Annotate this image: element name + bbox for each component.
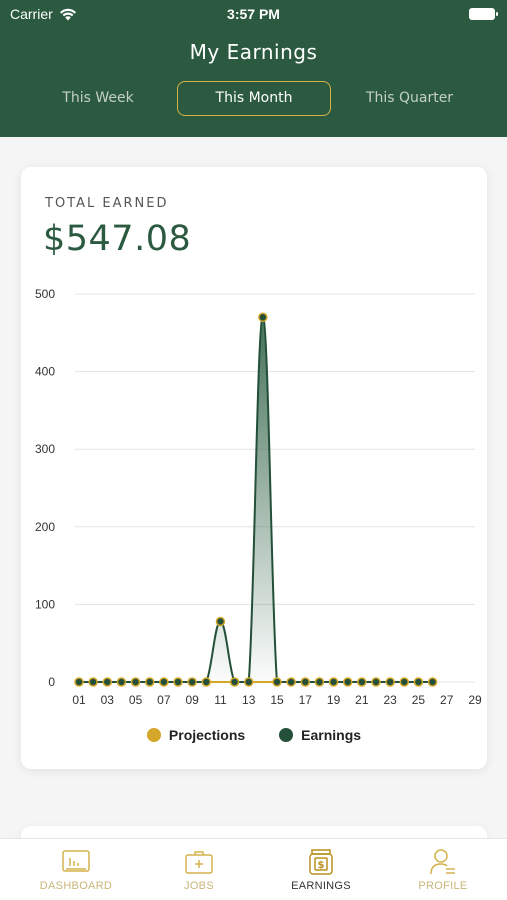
x-tick-label: 15 [270, 693, 284, 707]
tab-jobs[interactable]: JOBS [136, 839, 262, 900]
tab-profile[interactable]: PROFILE [380, 839, 506, 900]
bottom-tab-bar: DASHBOARD JOBS $ EARNINGS PROFILE [0, 838, 507, 900]
earnings-point[interactable] [286, 677, 296, 687]
earnings-point[interactable] [357, 677, 367, 687]
earnings-point[interactable] [159, 677, 169, 687]
battery-icon [469, 8, 498, 20]
dashboard-icon [62, 850, 90, 872]
tab-this-month[interactable]: This Month [177, 81, 331, 116]
total-earned-amount: $547.08 [43, 219, 192, 259]
earnings-chart: 0 100 200 300 400 500 01 03 05 07 09 11 13 15 17 19 21 2… [35, 287, 482, 707]
earnings-point[interactable] [413, 677, 424, 687]
earnings-point[interactable] [300, 677, 311, 687]
x-tick-label: 29 [468, 693, 482, 707]
legend-earnings[interactable]: Earnings [279, 727, 361, 743]
briefcase-icon [185, 851, 213, 874]
tab-this-week[interactable]: This Week [62, 90, 134, 106]
status-bar: Carrier 3:57 PM [0, 0, 507, 30]
earnings-card: TOTAL EARNED $547.08 0 100 200 300 400 500 01… [21, 167, 487, 769]
tab-dashboard[interactable]: DASHBOARD [13, 839, 139, 900]
earnings-dot [279, 728, 294, 742]
y-tick-label: 400 [35, 365, 55, 379]
tab-jobs-label: JOBS [184, 880, 214, 892]
x-tick-label: 23 [383, 693, 397, 707]
total-earned-label: TOTAL EARNED [45, 196, 169, 211]
svg-text:$: $ [318, 860, 325, 871]
x-tick-label: 03 [101, 693, 115, 707]
chart-legend: Projections Earnings [21, 727, 487, 743]
y-tick-label: 0 [48, 675, 55, 689]
earnings-point[interactable] [116, 677, 127, 687]
x-tick-label: 21 [355, 693, 369, 707]
x-tick-label: 17 [299, 693, 313, 707]
earnings-point[interactable] [130, 677, 141, 687]
earnings-point[interactable] [144, 677, 155, 687]
earnings-point[interactable] [385, 677, 395, 687]
y-tick-label: 200 [35, 520, 55, 534]
x-tick-label: 07 [157, 693, 171, 707]
tab-this-quarter[interactable]: This Quarter [365, 90, 454, 106]
x-tick-label: 13 [242, 693, 256, 707]
header: Carrier 3:57 PM My Earnings This Week Th… [0, 0, 507, 137]
earnings-point[interactable] [215, 616, 226, 627]
earnings-line [79, 316, 433, 683]
tab-dashboard-label: DASHBOARD [39, 880, 113, 892]
x-tick-label: 09 [185, 693, 199, 707]
earnings-point[interactable] [427, 677, 438, 687]
y-tick-label: 300 [35, 442, 55, 456]
earnings-point[interactable] [187, 677, 197, 687]
earnings-point[interactable] [173, 677, 183, 687]
earnings-icon: $ [309, 849, 333, 875]
earnings-point[interactable] [201, 677, 212, 687]
earnings-point[interactable] [399, 677, 410, 687]
earnings-point[interactable] [74, 677, 84, 687]
page-title: My Earnings [189, 40, 318, 64]
projections-dot [146, 728, 161, 742]
carrier-info: Carrier [10, 6, 77, 22]
x-tick-label: 11 [214, 693, 227, 707]
carrier-label: Carrier [10, 6, 53, 22]
earnings-point[interactable] [102, 677, 113, 687]
earnings-point[interactable] [243, 677, 254, 687]
earnings-point[interactable] [88, 677, 98, 687]
earnings-point[interactable] [328, 677, 339, 687]
x-tick-label: 27 [440, 693, 454, 707]
wifi-icon [59, 8, 77, 21]
x-tick-label: 25 [412, 693, 426, 707]
legend-projections-label: Projections [168, 727, 246, 743]
legend-projections[interactable]: Projections [146, 727, 246, 743]
profile-icon [430, 849, 455, 875]
tab-profile-label: PROFILE [418, 880, 468, 892]
earnings-point[interactable] [371, 677, 381, 687]
legend-earnings-label: Earnings [301, 727, 362, 743]
earnings-point[interactable] [342, 677, 353, 687]
y-tick-label: 500 [35, 287, 55, 301]
earnings-point[interactable] [314, 677, 325, 687]
earnings-point[interactable] [258, 312, 268, 323]
earnings-point[interactable] [272, 677, 282, 687]
tab-earnings-label: EARNINGS [291, 880, 351, 892]
tab-earnings[interactable]: $ EARNINGS [258, 839, 384, 900]
x-tick-label: 01 [72, 693, 86, 707]
x-tick-label: 19 [327, 693, 341, 707]
clock: 3:57 PM [227, 6, 280, 22]
earnings-point[interactable] [229, 677, 240, 687]
x-tick-label: 05 [129, 693, 143, 707]
y-tick-label: 100 [35, 597, 55, 611]
